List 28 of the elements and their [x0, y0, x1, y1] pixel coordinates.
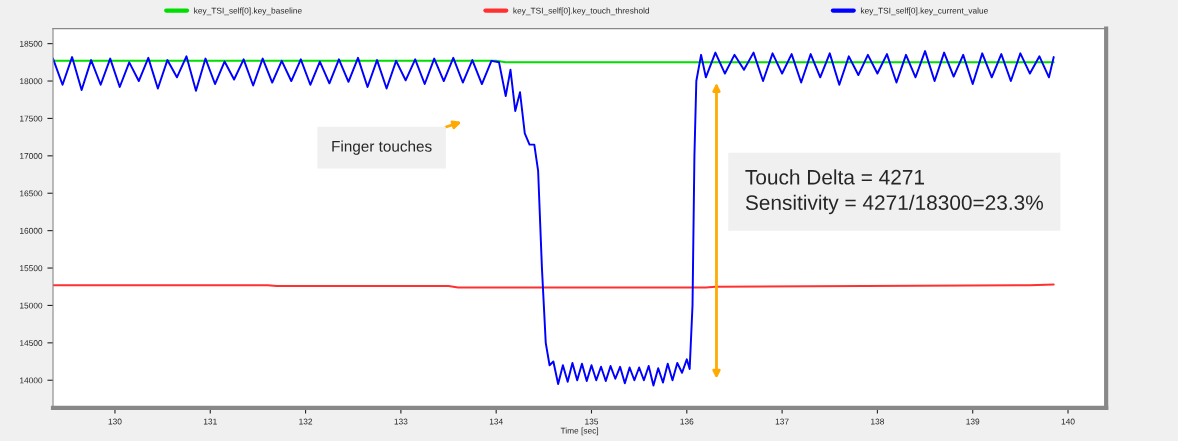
x-axis-title: Time [sec] [560, 427, 599, 436]
x-tick-label: 135 [585, 418, 599, 425]
y-tick-label: 15500 [20, 265, 43, 272]
annotation: Finger touches [332, 140, 432, 155]
x-tick-label: 130 [108, 418, 122, 425]
y-tick-label: 14500 [20, 340, 43, 346]
y-tick-label: 14000 [20, 377, 43, 384]
y-tick-label: 16500 [20, 190, 43, 197]
y-tick-label: 16000 [20, 227, 43, 234]
x-tick-label: 138 [871, 418, 884, 425]
legend-label: key_TSI_self[0].key_touch_threshold [513, 7, 650, 16]
x-tick-label: 139 [966, 418, 980, 425]
y-tick-label: 18000 [20, 78, 43, 85]
line-series [53, 50, 1055, 387]
x-tick-label: 132 [299, 418, 313, 425]
x-tick-label: 140 [1061, 418, 1075, 425]
legend-label: key_TSI_self[0].key_current_value [860, 7, 988, 16]
y-tick-label: 15000 [20, 302, 43, 309]
x-tick-label: 137 [775, 418, 789, 425]
x-tick-label: 134 [489, 418, 503, 425]
y-tick-label: 17500 [20, 115, 43, 122]
x-tick-label: 133 [394, 418, 408, 425]
x-tick-label: 131 [203, 418, 217, 425]
x-tick-label: 136 [680, 418, 694, 425]
y-tick-label: 17000 [20, 153, 43, 159]
annotation: Touch Delta = 4271 Sensitivity = 4271/18300=23.3% [745, 169, 1043, 215]
y-tick-label: 18500 [20, 40, 43, 47]
legend-label: key_TSI_self[0].key_baseline [194, 7, 302, 16]
